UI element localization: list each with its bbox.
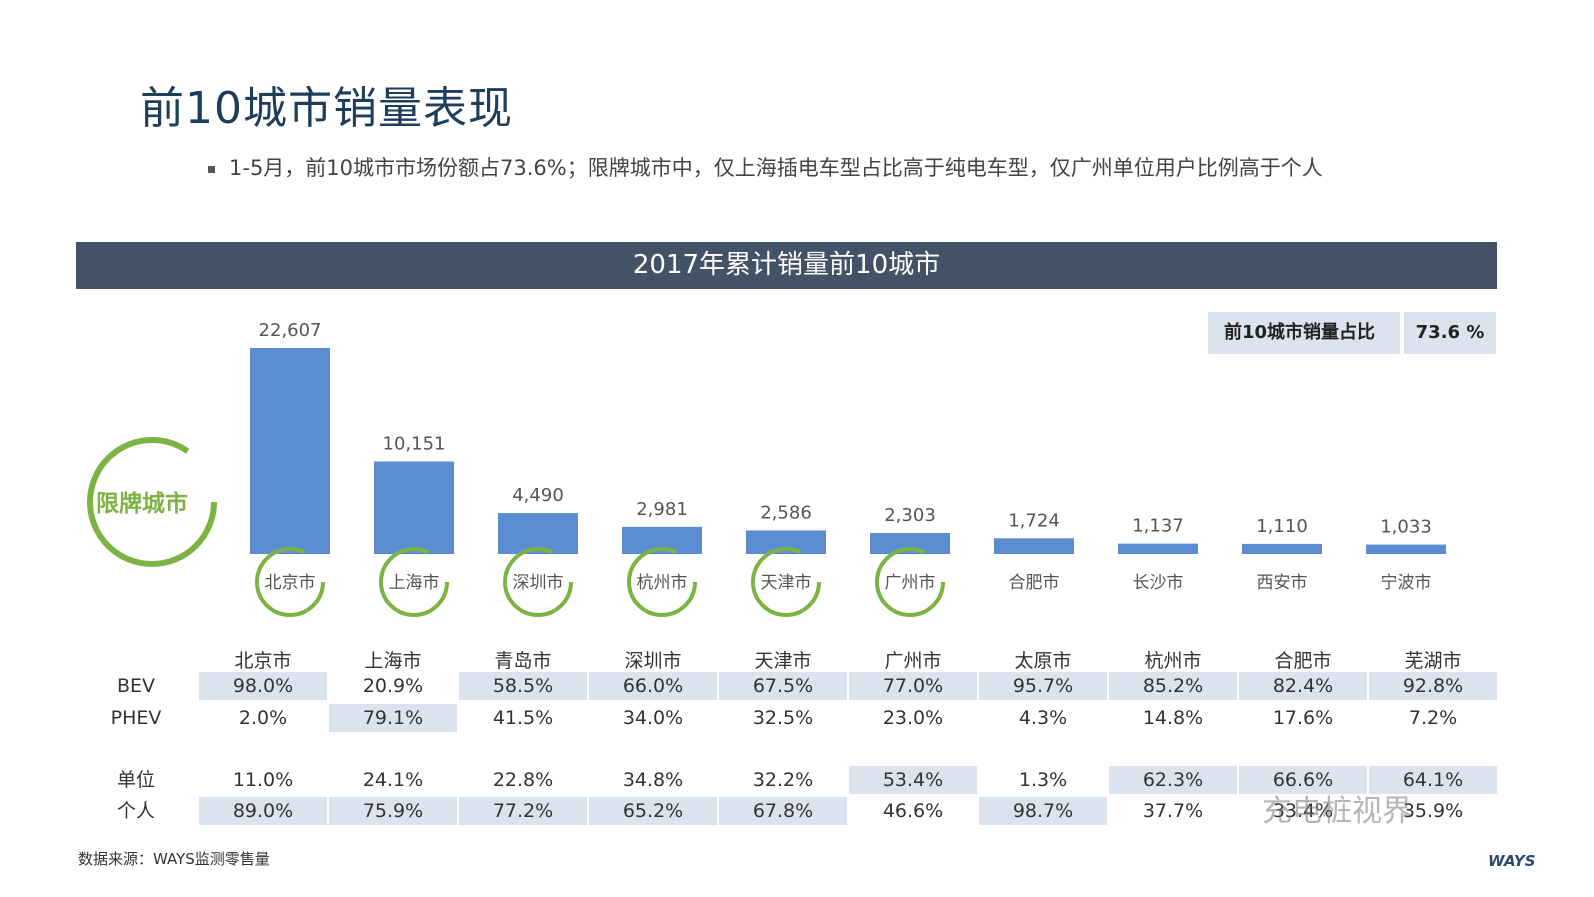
table-column-header: 天津市: [754, 650, 812, 672]
table-cell: 1.3%: [1018, 769, 1068, 791]
table-column-header: 深圳市: [624, 650, 682, 672]
restricted-city-ring-icon: [503, 547, 573, 617]
table-row-label: PHEV: [110, 707, 162, 729]
restricted-city-ring-icon: [875, 547, 945, 617]
table-cell: 23.0%: [882, 707, 944, 729]
table-cell: 95.7%: [979, 672, 1107, 700]
bar-value-label: 2,586: [760, 502, 812, 523]
table-cell: 65.2%: [589, 797, 717, 825]
table-cell: 75.9%: [329, 797, 457, 825]
table-cell: 22.8%: [492, 769, 554, 791]
category-label: 杭州市: [637, 573, 688, 593]
restricted-city-label: 限牌城市: [96, 491, 188, 517]
bar-value-label: 1,137: [1132, 516, 1184, 537]
data-source: 数据来源：WAYS监测零售量: [78, 850, 270, 868]
category-label: 长沙市: [1133, 573, 1184, 593]
chart-banner: 2017年累计销量前10城市: [76, 242, 1497, 289]
restricted-city-ring-icon: [627, 547, 697, 617]
table-cell: 34.0%: [622, 707, 684, 729]
table-cell: 82.4%: [1239, 672, 1367, 700]
share-value: 73.6 %: [1404, 312, 1496, 354]
table-cell: 67.5%: [719, 672, 847, 700]
table-cell: 98.0%: [199, 672, 327, 700]
category-label: 合肥市: [1009, 573, 1060, 593]
share-box: 前10城市销量占比 73.6 %: [1208, 312, 1496, 354]
bar-1: [374, 461, 454, 554]
table-cell: 77.2%: [459, 797, 587, 825]
restricted-city-ring-icon: [751, 547, 821, 617]
bar-4: [746, 530, 826, 554]
table-cell: 58.5%: [459, 672, 587, 700]
table-cell: 17.6%: [1272, 707, 1334, 729]
category-label: 深圳市: [513, 573, 564, 593]
table-cell: 98.7%: [979, 797, 1107, 825]
bar-value-label: 10,151: [383, 434, 446, 455]
bar-value-label: 1,724: [1008, 510, 1060, 531]
table-cell: 24.1%: [362, 769, 424, 791]
page-title: 前10城市销量表现: [140, 83, 513, 134]
table-column-header: 合肥市: [1274, 650, 1332, 672]
bar-value-label: 2,303: [884, 505, 936, 526]
restricted-ring-icon: [87, 437, 217, 567]
table-row-label: 单位: [116, 769, 155, 791]
category-label: 天津市: [761, 573, 812, 593]
table-cell: 11.0%: [232, 769, 294, 791]
table-cell: 77.0%: [849, 672, 977, 700]
table-cell: 89.0%: [199, 797, 327, 825]
bar-7: [1118, 543, 1198, 554]
table-cell: 7.2%: [1408, 707, 1458, 729]
table-cell: 67.8%: [719, 797, 847, 825]
share-label: 前10城市销量占比: [1208, 312, 1400, 354]
bullet-icon: [208, 165, 215, 173]
bar-value-label: 22,607: [259, 320, 322, 341]
table-cell: 62.3%: [1109, 766, 1237, 794]
table-cell: 32.2%: [752, 769, 814, 791]
table-column-header: 青岛市: [494, 650, 552, 672]
bar-8: [1242, 543, 1322, 554]
bar-6: [994, 538, 1074, 554]
table-cell: 85.2%: [1109, 672, 1237, 700]
table-row-label: BEV: [116, 675, 156, 697]
table-cell: 32.5%: [752, 707, 814, 729]
bar-0: [250, 348, 330, 554]
table-row-label: 个人: [116, 800, 155, 822]
category-label: 宁波市: [1381, 573, 1432, 593]
table-column-header: 芜湖市: [1404, 650, 1462, 672]
table-cell: 53.4%: [849, 766, 977, 794]
brand-logo: WAYS: [1488, 852, 1536, 870]
table-cell: 4.3%: [1018, 707, 1068, 729]
bar-value-label: 1,033: [1380, 517, 1432, 538]
category-label: 西安市: [1257, 573, 1308, 593]
category-label: 广州市: [885, 573, 936, 593]
bar-value-label: 1,110: [1256, 516, 1308, 537]
table-column-header: 北京市: [234, 650, 292, 672]
table-cell: 46.6%: [882, 800, 944, 822]
restricted-city-ring-icon: [255, 547, 325, 617]
category-label: 北京市: [265, 573, 316, 593]
subtitle: 1-5月，前10城市市场份额占73.6%；限牌城市中，仅上海插电车型占比高于纯电…: [208, 152, 1323, 182]
table-column-header: 太原市: [1014, 650, 1072, 672]
bar-chart: 22,607 北京市 10,151 上海市 4,490 深圳市 2,981 杭州市 2,586 天…: [87, 320, 1446, 617]
bar-value-label: 2,981: [636, 499, 688, 520]
table-cell: 34.8%: [622, 769, 684, 791]
table-column-header: 广州市: [884, 650, 942, 672]
table-cell: 41.5%: [492, 707, 554, 729]
table-column-header: 上海市: [364, 650, 422, 672]
table-cell: 92.8%: [1369, 672, 1497, 700]
watermark: 充电桩视界: [1262, 794, 1412, 829]
table-column-header: 杭州市: [1144, 650, 1202, 672]
table-cell: 2.0%: [238, 707, 288, 729]
table-cell: 66.0%: [589, 672, 717, 700]
category-label: 上海市: [389, 573, 440, 593]
bar-9: [1366, 544, 1446, 554]
table-cell: 37.7%: [1142, 800, 1204, 822]
table-cell: 79.1%: [329, 704, 457, 732]
subtitle-text: 1-5月，前10城市市场份额占73.6%；限牌城市中，仅上海插电车型占比高于纯电…: [229, 156, 1323, 180]
table-cell: 14.8%: [1142, 707, 1204, 729]
bar-value-label: 4,490: [512, 485, 564, 506]
table-cell: 20.9%: [362, 675, 424, 697]
restricted-city-ring-icon: [379, 547, 449, 617]
bar-5: [870, 533, 950, 554]
